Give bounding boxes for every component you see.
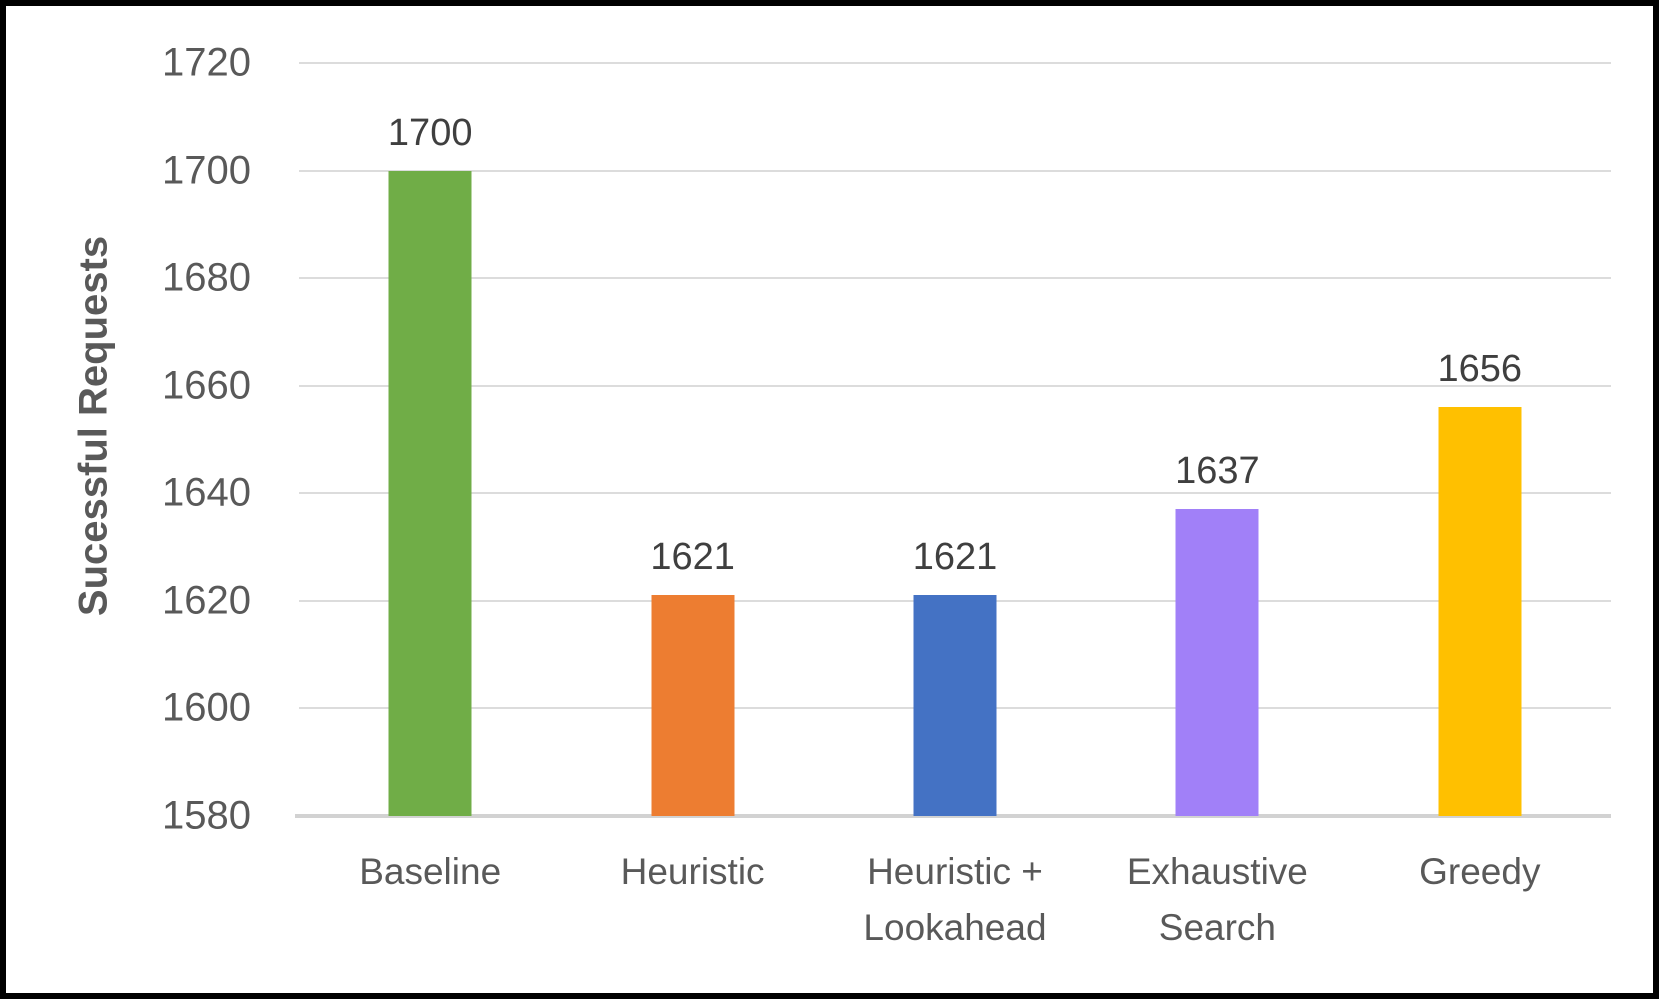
gridline <box>299 384 1611 387</box>
bar-value-label: 1700 <box>387 111 473 154</box>
gridline <box>299 62 1611 64</box>
gridline <box>299 277 1611 280</box>
bar-value-label: 1621 <box>912 536 998 579</box>
y-tick-label: 1640 <box>162 470 251 515</box>
bar-baseline <box>388 170 472 816</box>
bar-slot: 1621 <box>561 63 823 816</box>
y-axis-tick-labels: 1580 1600 1620 1640 1660 1680 1700 1720 <box>6 41 251 838</box>
x-axis-category-labels: Baseline Heuristic Heuristic + Lookahead Ex… <box>299 844 1611 984</box>
bar-greedy <box>1438 407 1522 816</box>
x-category-label: Baseline <box>359 851 502 892</box>
x-category-label: Greedy <box>1419 851 1541 892</box>
y-tick-label: 1680 <box>162 255 251 300</box>
bar-slot: 1621 <box>824 63 1086 816</box>
gridline <box>299 492 1611 495</box>
y-tick-label: 1620 <box>162 578 251 623</box>
y-tick-label: 1580 <box>162 793 251 838</box>
bar-value-label: 1656 <box>1437 348 1523 391</box>
bar-exhaustive-search <box>1175 509 1259 816</box>
bar-heuristic <box>651 595 735 816</box>
y-tick-label: 1600 <box>162 685 251 730</box>
y-tick-label: 1720 <box>162 40 251 85</box>
bar-heuristic-lookahead <box>913 595 997 816</box>
bar-slot: 1656 <box>1349 63 1611 816</box>
bar-slot: 1637 <box>1086 63 1348 816</box>
x-category-label: Heuristic <box>620 851 765 892</box>
bar-slot: 1700 <box>299 63 561 816</box>
y-tick-label: 1700 <box>162 148 251 193</box>
plot-area: 1700 1621 1621 1637 1656 <box>295 62 1611 818</box>
x-category-label: Exhaustive Search <box>1126 851 1308 948</box>
bar-value-label: 1621 <box>650 536 735 579</box>
y-tick-label: 1660 <box>162 363 251 408</box>
x-axis-line <box>295 814 1611 818</box>
bar-value-label: 1637 <box>1175 450 1260 493</box>
gridline <box>299 169 1611 172</box>
x-category-label: Heuristic + Lookahead <box>863 851 1047 948</box>
